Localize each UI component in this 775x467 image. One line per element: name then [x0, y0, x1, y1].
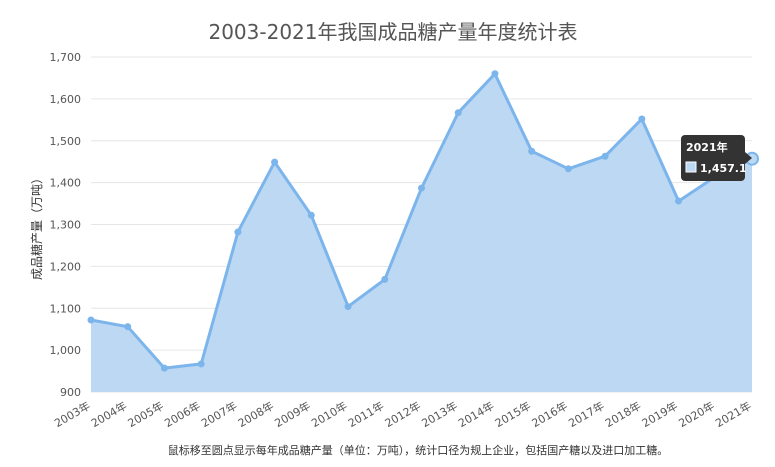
y-axis-label: 成品糖产量（万吨）	[29, 172, 44, 280]
x-tick-label: 2003年	[52, 398, 93, 430]
data-point[interactable]	[564, 165, 572, 173]
x-tick-label: 2010年	[309, 398, 350, 430]
y-tick-label: 1,700	[50, 51, 82, 64]
tooltip-category: 2021年	[686, 140, 728, 154]
data-point[interactable]	[160, 364, 168, 372]
x-axis-ticks: 2003年2004年2005年2006年2007年2008年2009年2010年…	[52, 398, 754, 430]
data-point[interactable]	[197, 360, 205, 368]
data-point[interactable]	[87, 316, 95, 324]
data-point[interactable]	[638, 115, 646, 123]
chart-title: 2003-2021年我国成品糖产量年度统计表	[208, 20, 577, 44]
y-tick-label: 1,400	[50, 177, 82, 190]
y-tick-label: 1,000	[50, 344, 82, 357]
data-point[interactable]	[307, 211, 315, 219]
x-tick-label: 2021年	[713, 398, 754, 430]
x-tick-label: 2016年	[529, 398, 570, 430]
data-point[interactable]	[381, 275, 389, 283]
data-point[interactable]	[528, 147, 536, 155]
data-point[interactable]	[675, 197, 683, 205]
x-tick-label: 2015年	[492, 398, 533, 430]
x-tick-label: 2005年	[125, 398, 166, 430]
x-tick-label: 2004年	[88, 398, 129, 430]
x-tick-label: 2009年	[272, 398, 313, 430]
x-tick-label: 2014年	[456, 398, 497, 430]
x-tick-label: 2011年	[346, 398, 387, 430]
data-point[interactable]	[491, 70, 499, 78]
y-axis-ticks: 900 1,000 1,100 1,200 1,300 1,400 1,500 1,600 1,…	[50, 51, 82, 399]
tooltip-swatch	[685, 161, 697, 173]
y-tick-label: 1,100	[50, 302, 82, 315]
area-fill	[91, 73, 752, 393]
x-tick-label: 2008年	[235, 398, 276, 430]
y-tick-label: 1,500	[50, 135, 82, 148]
tooltip-value: 1,457.1	[700, 162, 747, 175]
x-tick-label: 2013年	[419, 398, 460, 430]
footer-note: 鼠标移至圆点显示每年成品糖产量（单位：万吨），统计口径为规上企业，包括国产糖以及…	[168, 443, 669, 457]
data-point[interactable]	[271, 158, 279, 166]
x-tick-label: 2018年	[603, 398, 644, 430]
x-tick-label: 2006年	[162, 398, 203, 430]
data-point[interactable]	[418, 184, 425, 192]
y-tick-label: 900	[60, 386, 81, 399]
x-tick-label: 2020年	[676, 398, 717, 430]
y-tick-label: 1,200	[50, 260, 82, 273]
tooltip-pointer	[745, 152, 752, 164]
data-point[interactable]	[234, 228, 242, 236]
x-tick-label: 2017年	[566, 398, 607, 430]
x-tick-label: 2019年	[639, 398, 680, 430]
y-tick-label: 1,600	[50, 93, 82, 106]
y-tick-label: 1,300	[50, 219, 82, 232]
data-point[interactable]	[344, 303, 352, 311]
x-tick-label: 2012年	[382, 398, 423, 430]
tooltip-box	[681, 135, 745, 181]
x-tick-label: 2007年	[199, 398, 240, 430]
data-point[interactable]	[454, 109, 462, 117]
data-point[interactable]	[124, 323, 132, 331]
data-point[interactable]	[601, 152, 609, 160]
tooltip: 2021年 1,457.1	[681, 135, 752, 181]
